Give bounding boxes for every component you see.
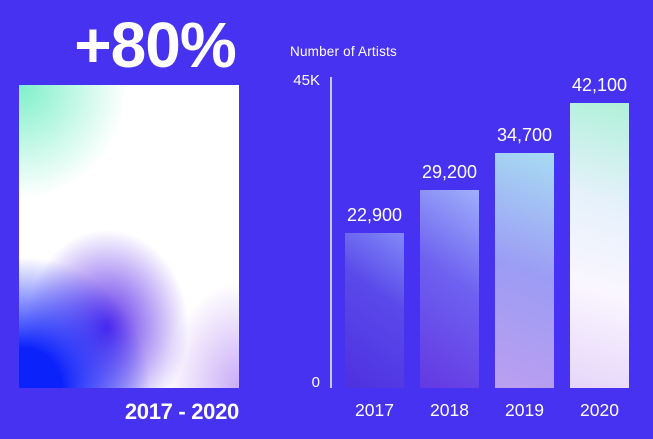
x-axis-labels: 2017 2018 2019 2020 <box>345 400 629 420</box>
bar-2018 <box>420 190 479 388</box>
bar-column-2017: 22,900 <box>345 205 404 388</box>
period-label: 2017 - 2020 <box>124 399 239 424</box>
x-tick-label: 2017 <box>355 400 394 420</box>
bar-group: 22,900 29,200 34,700 42,100 <box>345 75 629 388</box>
bar-column-2018: 29,200 <box>420 162 479 388</box>
x-tick-label: 2018 <box>430 400 469 420</box>
y-axis-max-label: 45K <box>293 72 320 89</box>
x-tick-label: 2020 <box>580 400 619 420</box>
x-tick-label: 2019 <box>505 400 544 420</box>
bar-value-label: 29,200 <box>421 162 478 183</box>
bar-2017 <box>345 233 404 388</box>
bar-2020 <box>570 103 629 388</box>
y-axis-line <box>330 77 332 388</box>
bar-value-label: 34,700 <box>496 125 553 146</box>
gradient-panel <box>19 85 239 388</box>
bar-value-label: 42,100 <box>571 75 628 96</box>
bar-value-label: 22,900 <box>346 205 403 226</box>
headline-percentage: +80% <box>74 9 236 81</box>
y-axis-min-label: 0 <box>311 374 320 391</box>
bar-2019 <box>495 153 554 388</box>
bar-column-2019: 34,700 <box>495 125 554 388</box>
bar-column-2020: 42,100 <box>570 75 629 388</box>
chart-title: Number of Artists <box>290 44 397 59</box>
